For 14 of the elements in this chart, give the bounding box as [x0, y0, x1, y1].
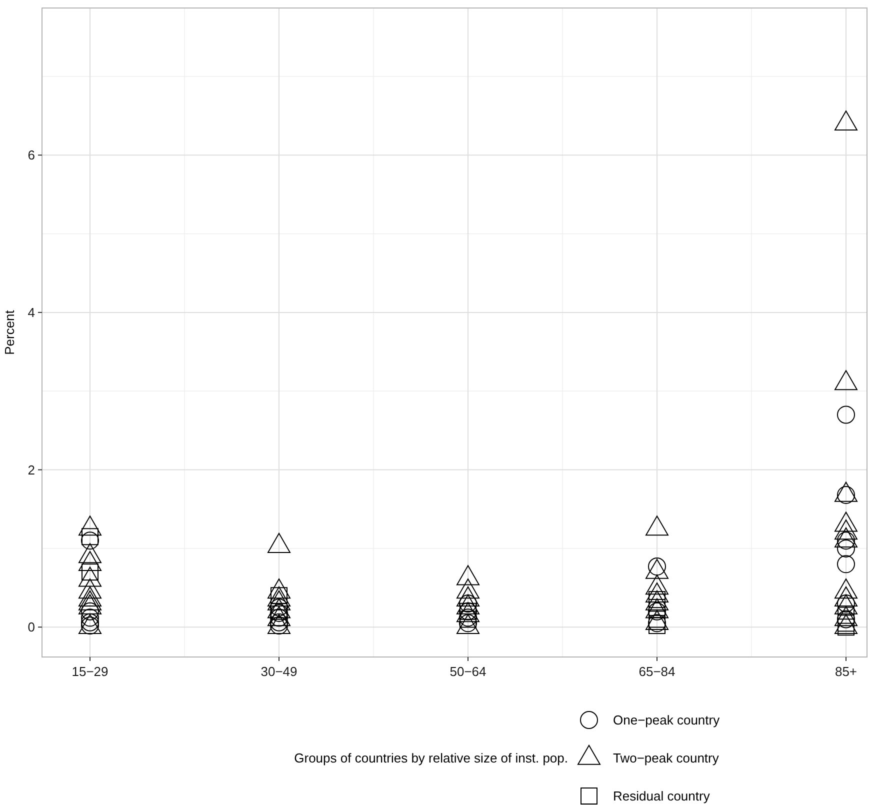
legend-label: Two−peak country [613, 750, 720, 766]
y-tick-label: 6 [28, 148, 35, 163]
x-tick-label: 15−29 [72, 664, 108, 679]
legend-title: Groups of countries by relative size of inst. pop. [294, 750, 568, 766]
x-tick-label: 30−49 [260, 664, 298, 679]
x-tick-label: 65−84 [638, 664, 676, 679]
y-tick-label: 4 [28, 304, 35, 320]
y-tick-label: 2 [28, 462, 35, 478]
x-tick-label: 85+ [834, 664, 858, 679]
legend-label: One−peak country [613, 712, 720, 728]
y-tick-label: 0 [28, 620, 35, 635]
y-axis-title: Percent [2, 310, 17, 355]
legend-label: Residual country [613, 788, 710, 804]
x-tick-label: 50−64 [450, 664, 486, 679]
